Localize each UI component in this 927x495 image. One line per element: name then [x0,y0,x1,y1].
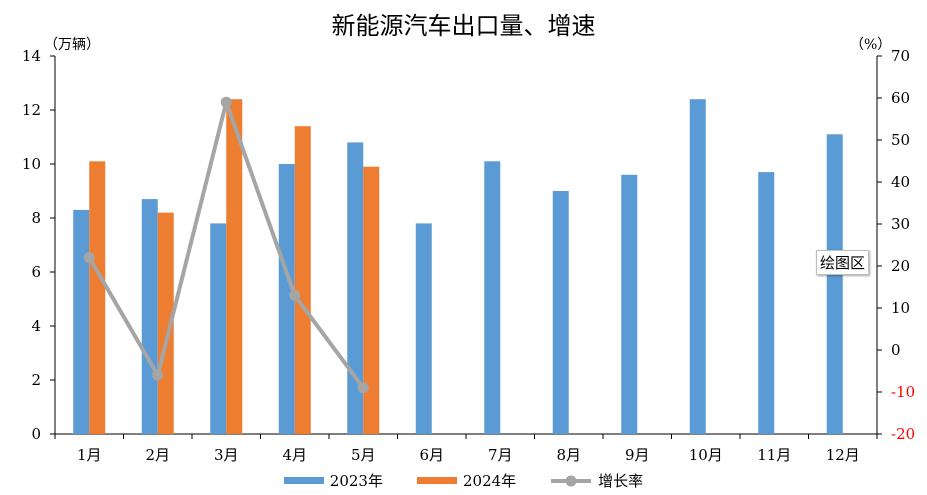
bar-2024年-5月 [363,166,380,434]
y-right-tick-label: 40 [891,173,910,191]
x-tick-label: 7月 [488,446,513,464]
x-tick-label: 8月 [556,446,581,464]
y-left-unit: （万辆） [44,37,100,53]
y-left-tick-label: 0 [31,425,41,443]
bar-2023年-8月 [552,191,569,434]
y-left-tick-label: 10 [22,155,41,173]
y-right-tick-label: 50 [891,131,910,149]
bar-2023年-4月 [278,164,295,434]
y-left-tick-label: 2 [31,371,41,389]
y-right-tick-label: -20 [891,425,915,443]
bar-2024年-3月 [226,99,243,434]
y-left-tick-label: 8 [31,209,41,227]
legend-swatch-growth [551,475,592,486]
y-right-tick-label: 10 [891,299,910,317]
plot-area-tooltip: 绘图区 [816,250,870,275]
x-tick-label: 3月 [214,446,239,464]
bar-2023年-3月 [210,223,227,434]
bar-2023年-1月 [73,209,90,434]
growth-rate-point [83,252,95,264]
legend-label-2023: 2023年 [329,472,383,490]
x-tick-label: 4月 [282,446,307,464]
y-left-tick-label: 14 [22,47,41,65]
legend-swatch-2024 [416,477,457,484]
legend-item-2024: 2024年 [416,470,517,491]
y-right-unit: （%） [850,37,892,53]
legend: 2023年 2024年 增长率 [0,470,927,491]
y-right-tick-label: 0 [891,341,901,359]
growth-rate-point [357,382,369,394]
legend-label-2024: 2024年 [462,472,517,490]
y-left-tick-label: 12 [22,101,41,119]
bar-2023年-10月 [689,99,706,434]
bar-2024年-1月 [89,161,106,435]
x-tick-label: 12月 [826,446,860,464]
growth-rate-point [152,369,164,381]
bar-2024年-4月 [294,126,311,434]
y-left-tick-label: 6 [31,263,41,281]
bar-2023年-11月 [758,172,775,434]
legend-item-2023: 2023年 [283,470,383,491]
x-tick-label: 9月 [625,446,650,464]
bar-2023年-6月 [415,223,432,434]
y-right-tick-label: 70 [891,47,910,65]
bar-2023年-12月 [826,134,843,435]
growth-rate-point [220,96,232,108]
x-tick-label: 5月 [351,446,376,464]
bar-2023年-9月 [621,174,638,435]
bar-2023年-5月 [347,142,364,434]
y-right-tick-label: 20 [891,257,910,275]
x-tick-label: 11月 [757,446,791,464]
bar-2023年-2月 [141,199,158,434]
bar-2023年-7月 [484,161,501,435]
growth-rate-point [289,289,301,301]
y-right-tick-label: -10 [891,383,915,401]
x-tick-label: 1月 [77,446,102,464]
legend-label-growth: 增长率 [598,472,644,490]
chart-title: 新能源汽车出口量、增速 [331,12,596,40]
y-left-tick-label: 4 [31,317,41,335]
x-tick-label: 2月 [145,446,170,464]
legend-swatch-2023 [283,477,324,484]
x-tick-label: 6月 [419,446,444,464]
x-tick-label: 10月 [689,446,723,464]
y-right-tick-label: 30 [891,215,910,233]
y-right-tick-label: 60 [891,89,910,107]
legend-item-growth: 增长率 [550,470,643,491]
